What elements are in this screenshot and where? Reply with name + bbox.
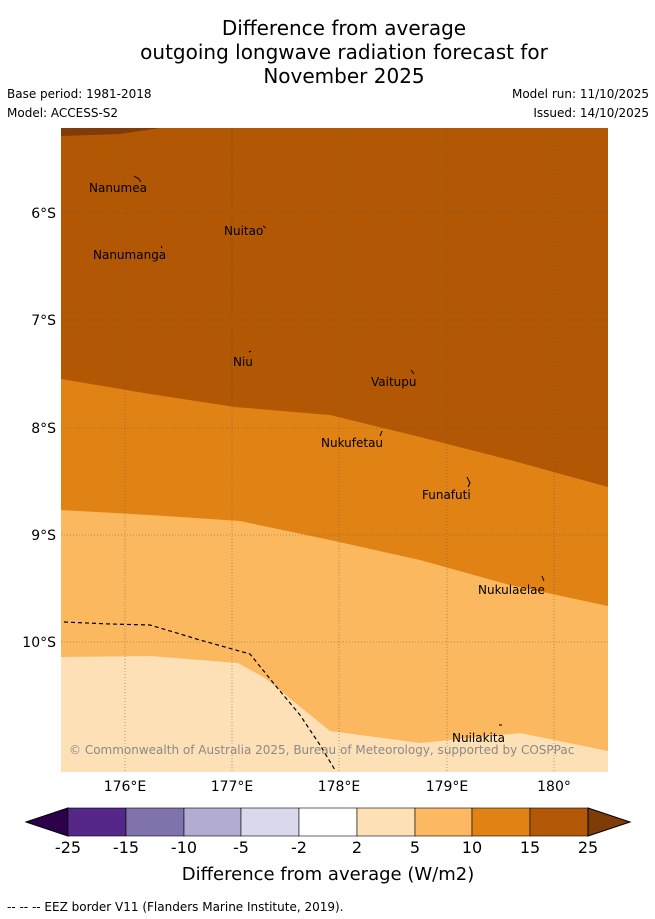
place-nukufetau: Nukufetau bbox=[321, 436, 383, 450]
colorbar-tick-label: -25 bbox=[55, 838, 81, 857]
map-plot-area: Nanumea Nuitao Nanumanga Niu Vaitupu Nuk… bbox=[61, 128, 608, 772]
lon-label-177e: 177°E bbox=[211, 779, 254, 795]
eez-border bbox=[63, 621, 336, 771]
colorbar-tick-label: 10 bbox=[462, 838, 482, 857]
latitude-labels: 6°S 7°S 8°S 9°S 10°S bbox=[22, 206, 56, 651]
lat-label-10s: 10°S bbox=[22, 635, 56, 651]
colorbar-swatch bbox=[183, 807, 242, 837]
place-nuilakita: Nuilakita bbox=[452, 731, 505, 745]
place-nanumanga: Nanumanga bbox=[93, 248, 166, 262]
anomaly-band-2-5 bbox=[61, 656, 608, 772]
colorbar-extend-high bbox=[587, 807, 632, 837]
colorbar-extend-low bbox=[24, 807, 69, 837]
colorbar-swatch bbox=[298, 807, 358, 837]
copyright-notice: © Commonwealth of Australia 2025, Bureau… bbox=[69, 743, 574, 757]
colorbar-swatch bbox=[125, 807, 185, 837]
place-funafuti: Funafuti bbox=[422, 488, 471, 502]
colorbar-swatch bbox=[67, 807, 127, 837]
colorbar-tick-label: -10 bbox=[171, 838, 197, 857]
colorbar-tick-label: -2 bbox=[291, 838, 307, 857]
colorbar-swatch bbox=[240, 807, 300, 837]
graticule bbox=[61, 128, 608, 772]
longitude-labels: 176°E 177°E 178°E 179°E 180° bbox=[104, 779, 571, 795]
island-nanumea bbox=[133, 175, 142, 183]
island-nuitao bbox=[262, 225, 267, 229]
island-niu bbox=[248, 350, 252, 353]
anomaly-band-above-25 bbox=[61, 128, 160, 136]
lat-label-9s: 9°S bbox=[31, 528, 56, 544]
lon-label-178e: 178°E bbox=[318, 779, 361, 795]
colorbar-tick-label: -15 bbox=[113, 838, 139, 857]
colorbar-title: Difference from average (W/m2) bbox=[182, 864, 474, 885]
island-vaitupu bbox=[410, 369, 415, 375]
island-nukulaelae bbox=[541, 575, 545, 582]
map-figure: Nanumea Nuitao Nanumanga Niu Vaitupu Nuk… bbox=[22, 128, 632, 885]
model-name: Model: ACCESS-S2 bbox=[7, 106, 119, 120]
lat-label-6s: 6°S bbox=[31, 206, 56, 222]
issued-date: Issued: 14/10/2025 bbox=[533, 106, 649, 120]
colorbar-swatch bbox=[529, 807, 589, 837]
colorbar-tick-label: 5 bbox=[410, 838, 420, 857]
place-nuitao: Nuitao bbox=[224, 224, 263, 238]
island-nukufetau bbox=[379, 430, 383, 437]
title-line-1: Difference from average bbox=[221, 16, 467, 40]
lat-label-8s: 8°S bbox=[31, 421, 56, 437]
colorbar-tick-label: 2 bbox=[352, 838, 362, 857]
lon-label-180: 180° bbox=[537, 779, 571, 795]
colorbar-swatch bbox=[471, 807, 531, 837]
place-niu: Niu bbox=[233, 355, 253, 369]
place-nukulaelae: Nukulaelae bbox=[478, 583, 545, 597]
colorbar-tick-label: 15 bbox=[520, 838, 540, 857]
base-period: Base period: 1981-2018 bbox=[7, 87, 152, 101]
eez-footnote: -- -- -- EEZ border V11 (Flanders Marine… bbox=[7, 900, 344, 914]
title-line-2: outgoing longwave radiation forecast for bbox=[140, 40, 548, 64]
model-run: Model run: 11/10/2025 bbox=[511, 87, 649, 101]
colorbar-swatch bbox=[414, 807, 473, 837]
island-funafuti bbox=[466, 476, 471, 488]
island-nanumanga bbox=[160, 245, 163, 249]
colorbar: -25 -15 -10 -5 -2 2 5 10 15 25 Differenc… bbox=[24, 807, 632, 885]
colorbar-tick-label: 25 bbox=[578, 838, 598, 857]
island-outlines bbox=[133, 175, 545, 726]
colorbar-swatch bbox=[356, 807, 416, 837]
colorbar-tick-label: -5 bbox=[233, 838, 249, 857]
lat-label-7s: 7°S bbox=[31, 313, 56, 329]
place-vaitupu: Vaitupu bbox=[371, 375, 417, 389]
place-nanumea: Nanumea bbox=[89, 181, 147, 195]
map-title: Difference from average outgoing longwav… bbox=[0, 16, 655, 88]
title-line-3: November 2025 bbox=[263, 64, 425, 88]
lon-label-179e: 179°E bbox=[426, 779, 469, 795]
lon-label-176e: 176°E bbox=[104, 779, 147, 795]
